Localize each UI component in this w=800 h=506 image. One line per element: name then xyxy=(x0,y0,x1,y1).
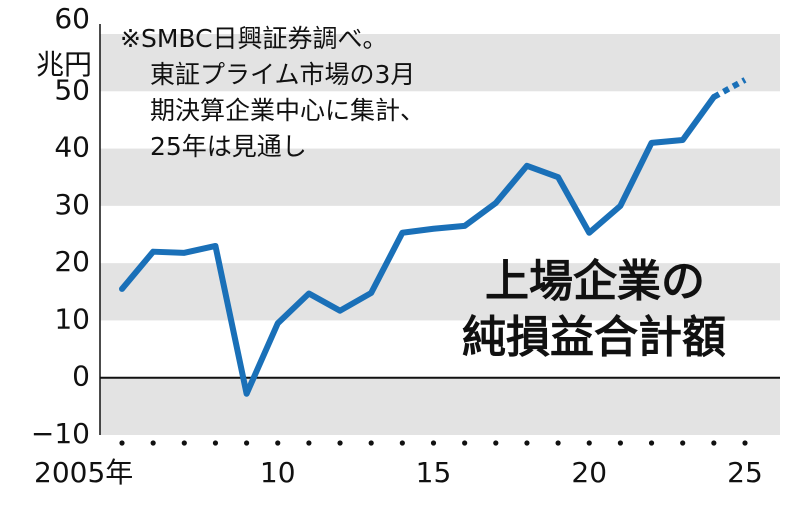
forecast-line xyxy=(712,77,747,100)
chart-title: 上場企業の xyxy=(485,256,705,307)
y-tick-label: 0 xyxy=(72,360,90,393)
x-tick-dot xyxy=(555,440,561,446)
chart-title: 純損益合計額 xyxy=(462,312,726,363)
x-tick-dot xyxy=(181,440,187,446)
x-tick-dot xyxy=(711,440,717,446)
y-tick-label: 60 xyxy=(54,2,90,35)
grid-band xyxy=(100,377,780,435)
annotation: 東証プライム市場の3月 xyxy=(150,60,415,89)
y-tick-label: 10 xyxy=(54,302,90,335)
x-tick-dot xyxy=(119,440,125,446)
y-unit: 兆円 xyxy=(36,48,92,81)
annotation: 期決算企業中心に集計、 xyxy=(150,96,425,125)
x-tick-dot xyxy=(275,440,281,446)
x-tick-dot xyxy=(306,440,312,446)
x-tick-label: 10 xyxy=(260,456,296,489)
x-tick-dot xyxy=(368,440,374,446)
x-tick-dot xyxy=(244,440,250,446)
grid-band xyxy=(100,263,780,321)
x-tick-label: 2005年 xyxy=(34,456,133,489)
x-tick-dot xyxy=(212,440,219,446)
x-tick-dot xyxy=(648,440,655,446)
x-tick-label: 15 xyxy=(416,456,452,489)
annotation: 25年は見通し xyxy=(150,132,307,161)
x-tick-dot xyxy=(493,440,499,446)
x-tick-dot xyxy=(462,440,468,446)
y-tick-label: 20 xyxy=(54,245,90,278)
x-tick-dot xyxy=(742,440,748,446)
x-tick-dot xyxy=(524,440,530,446)
x-tick-dot xyxy=(399,440,405,446)
grid-band xyxy=(100,148,780,206)
x-tick-dot xyxy=(680,440,686,446)
y-tick-label: −10 xyxy=(31,417,90,450)
y-tick-label: 40 xyxy=(54,131,90,164)
annotation: ※SMBC日興証券調べ。 xyxy=(120,24,388,53)
x-tick-label: 20 xyxy=(571,456,607,489)
y-tick-label: 30 xyxy=(54,188,90,221)
x-tick-dot xyxy=(337,440,343,446)
x-tick-label: 25 xyxy=(727,456,763,489)
data-line xyxy=(119,94,717,397)
x-tick-dot xyxy=(586,440,592,446)
y-tick-label: 50 xyxy=(54,73,90,106)
x-tick-dot xyxy=(150,440,156,446)
grid-band xyxy=(100,34,780,92)
x-tick-dot xyxy=(430,440,437,446)
x-tick-dot xyxy=(617,440,624,446)
